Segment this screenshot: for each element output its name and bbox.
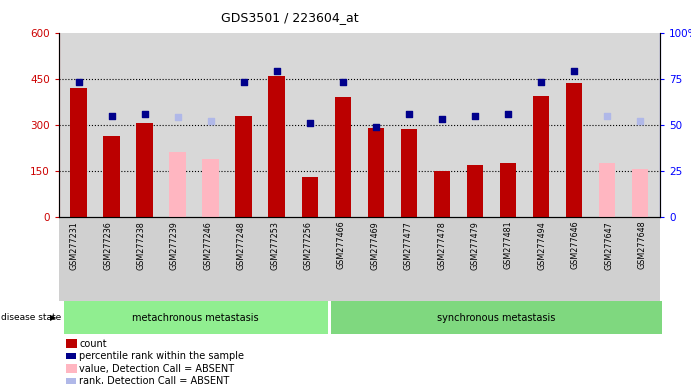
Point <box>106 113 117 119</box>
Bar <box>599 163 615 217</box>
Text: GSM277646: GSM277646 <box>571 221 580 270</box>
Point <box>73 79 84 86</box>
Bar <box>236 116 252 217</box>
Text: ▶: ▶ <box>50 313 57 322</box>
Bar <box>169 152 186 217</box>
Text: GSM277253: GSM277253 <box>270 221 279 270</box>
Bar <box>334 97 351 217</box>
Bar <box>269 76 285 217</box>
Point <box>139 111 150 117</box>
Text: GSM277469: GSM277469 <box>370 221 379 270</box>
Bar <box>466 165 483 217</box>
Bar <box>632 169 648 217</box>
Text: GSM277494: GSM277494 <box>538 221 547 270</box>
Text: synchronous metastasis: synchronous metastasis <box>437 313 556 323</box>
Text: GSM277236: GSM277236 <box>103 221 112 270</box>
Text: value, Detection Call = ABSENT: value, Detection Call = ABSENT <box>79 364 234 374</box>
Text: GSM277231: GSM277231 <box>70 221 79 270</box>
Point <box>602 113 613 119</box>
Point <box>304 120 315 126</box>
Text: GSM277481: GSM277481 <box>504 221 513 270</box>
Bar <box>136 123 153 217</box>
Text: GSM277238: GSM277238 <box>137 221 146 270</box>
Text: GSM277647: GSM277647 <box>604 221 613 270</box>
Point <box>569 68 580 74</box>
Bar <box>70 88 87 217</box>
Point <box>502 111 513 117</box>
Text: percentile rank within the sample: percentile rank within the sample <box>79 351 245 361</box>
Text: GSM277477: GSM277477 <box>404 221 413 270</box>
Text: metachronous metastasis: metachronous metastasis <box>133 313 259 323</box>
Point <box>370 124 381 130</box>
Bar <box>533 96 549 217</box>
Text: GSM277246: GSM277246 <box>203 221 212 270</box>
Point <box>469 113 480 119</box>
Text: GSM277648: GSM277648 <box>638 221 647 270</box>
Bar <box>368 128 384 217</box>
Point <box>172 114 183 121</box>
Point <box>634 118 645 124</box>
Point <box>404 111 415 117</box>
Bar <box>104 136 120 217</box>
Bar <box>500 163 516 217</box>
Text: GSM277478: GSM277478 <box>437 221 446 270</box>
Text: rank, Detection Call = ABSENT: rank, Detection Call = ABSENT <box>79 376 229 384</box>
Bar <box>301 177 318 217</box>
Text: GDS3501 / 223604_at: GDS3501 / 223604_at <box>221 12 359 25</box>
Point <box>238 79 249 86</box>
Text: disease state: disease state <box>1 313 61 322</box>
Bar <box>401 129 417 217</box>
Point <box>437 116 448 122</box>
Text: GSM277239: GSM277239 <box>170 221 179 270</box>
Text: count: count <box>79 339 107 349</box>
Point <box>536 79 547 86</box>
Point <box>271 68 282 74</box>
Bar <box>434 171 450 217</box>
Point <box>205 118 216 124</box>
Text: GSM277479: GSM277479 <box>471 221 480 270</box>
Text: GSM277256: GSM277256 <box>303 221 312 270</box>
Text: GSM277248: GSM277248 <box>237 221 246 270</box>
Bar <box>566 83 583 217</box>
Point <box>337 79 348 86</box>
Text: GSM277466: GSM277466 <box>337 221 346 270</box>
Bar <box>202 159 219 217</box>
